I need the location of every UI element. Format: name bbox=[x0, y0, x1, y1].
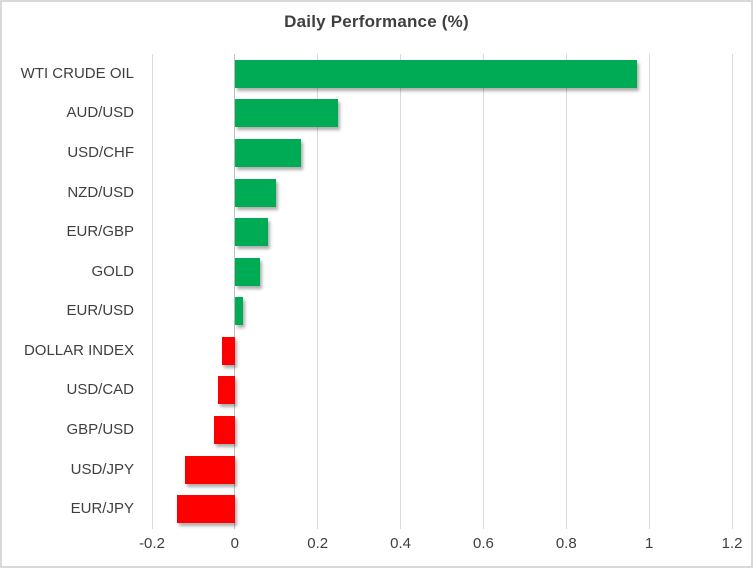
bar-usd-chf bbox=[234, 138, 302, 167]
x-axis-tick-label: 0 bbox=[230, 535, 240, 552]
x-axis-tick-label: 1 bbox=[644, 535, 654, 552]
gridline bbox=[400, 54, 402, 529]
bar-usd-cad bbox=[218, 376, 235, 405]
x-axis-tick-label: -0.2 bbox=[139, 535, 165, 552]
bar-eur-jpy bbox=[176, 495, 235, 524]
bar-nzd-usd bbox=[234, 178, 277, 207]
category-label: USD/CAD bbox=[66, 381, 134, 399]
x-axis-tick-label: 0.8 bbox=[555, 535, 577, 552]
category-label: USD/CHF bbox=[67, 143, 134, 161]
bar-eur-usd bbox=[234, 297, 244, 326]
bar-dollar-index bbox=[222, 336, 235, 365]
gridline bbox=[317, 54, 319, 529]
x-axis-tick-label: 0.2 bbox=[307, 535, 329, 552]
category-label: EUR/GBP bbox=[66, 223, 134, 241]
category-label: AUD/USD bbox=[66, 104, 134, 122]
gridline bbox=[482, 54, 484, 529]
category-label: USD/JPY bbox=[70, 460, 134, 478]
category-label: GOLD bbox=[91, 262, 134, 280]
gridline bbox=[151, 54, 153, 529]
bar-wti-crude-oil bbox=[234, 59, 637, 88]
bar-usd-jpy bbox=[185, 455, 235, 484]
chart-title: Daily Performance (%) bbox=[284, 12, 469, 31]
bar-gold bbox=[234, 257, 260, 286]
x-axis-tick-label: 0.4 bbox=[390, 535, 411, 552]
category-label: NZD/USD bbox=[67, 183, 134, 201]
bar-eur-gbp bbox=[234, 218, 268, 247]
category-label: WTI CRUDE OIL bbox=[20, 64, 134, 82]
zero-axis-line bbox=[234, 54, 236, 529]
x-axis-tick-label: 1.2 bbox=[721, 535, 743, 552]
category-label: DOLLAR INDEX bbox=[23, 341, 134, 359]
bar-gbp-usd bbox=[214, 416, 235, 445]
category-label: EUR/JPY bbox=[70, 500, 134, 518]
gridline bbox=[648, 54, 650, 529]
bar-aud-usd bbox=[234, 99, 339, 128]
gridline bbox=[731, 54, 733, 529]
category-label: GBP/USD bbox=[66, 421, 134, 439]
gridline bbox=[565, 54, 567, 529]
category-label: EUR/USD bbox=[66, 302, 134, 320]
x-axis-tick-label: 0.6 bbox=[472, 535, 494, 552]
